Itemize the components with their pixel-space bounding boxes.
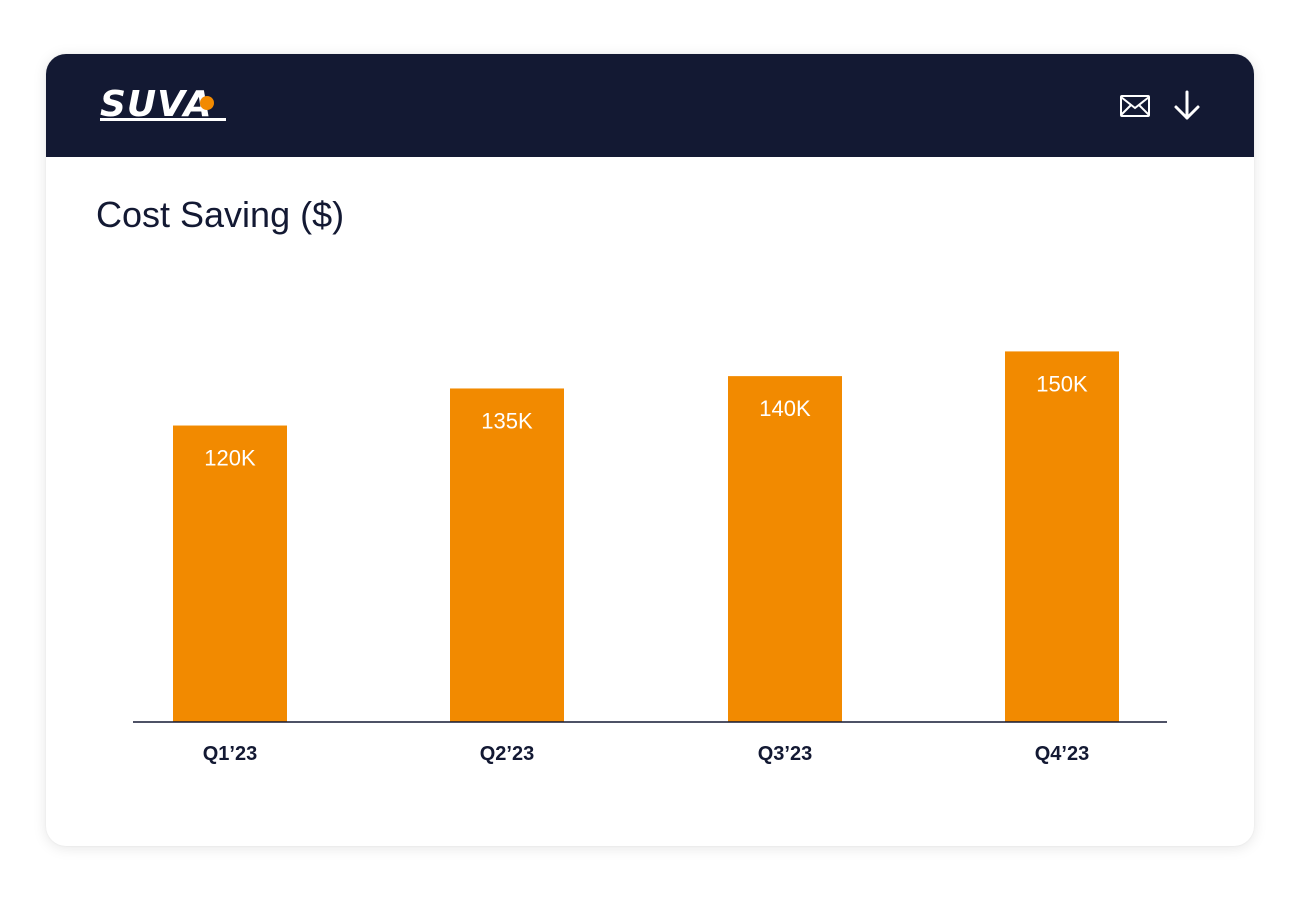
x-tick-label: Q3’23 [758, 743, 812, 765]
logo-underline [100, 118, 226, 121]
bar-value-label: 140K [759, 396, 811, 421]
suva-logo: SUVA [100, 84, 240, 126]
bar-1 [173, 425, 287, 722]
bar-chart: 120K Q1’23 135K Q2’23 140K Q3’23 150K Q4’23 [133, 351, 1167, 765]
logo-accent-dot [200, 96, 214, 110]
x-tick-label: Q1’23 [203, 743, 257, 765]
bar-value-label: 150K [1036, 371, 1088, 396]
header-bar: SUVA [46, 54, 1254, 157]
download-button[interactable] [1171, 90, 1203, 122]
x-tick-label: Q2’23 [480, 743, 534, 765]
bar-value-label: 120K [204, 446, 256, 471]
bar-2 [450, 388, 564, 722]
chart-title: Cost Saving ($) [96, 194, 345, 235]
email-button[interactable] [1119, 90, 1151, 122]
mail-icon [1120, 95, 1150, 117]
download-icon [1174, 90, 1200, 120]
bar-3 [728, 376, 842, 722]
chart-card: SUVA Cost Saving ($) 120K Q1’23 135K Q2’23 1… [46, 54, 1254, 846]
bar-4 [1005, 351, 1119, 722]
x-tick-label: Q4’23 [1035, 743, 1089, 765]
bar-value-label: 135K [481, 408, 533, 433]
